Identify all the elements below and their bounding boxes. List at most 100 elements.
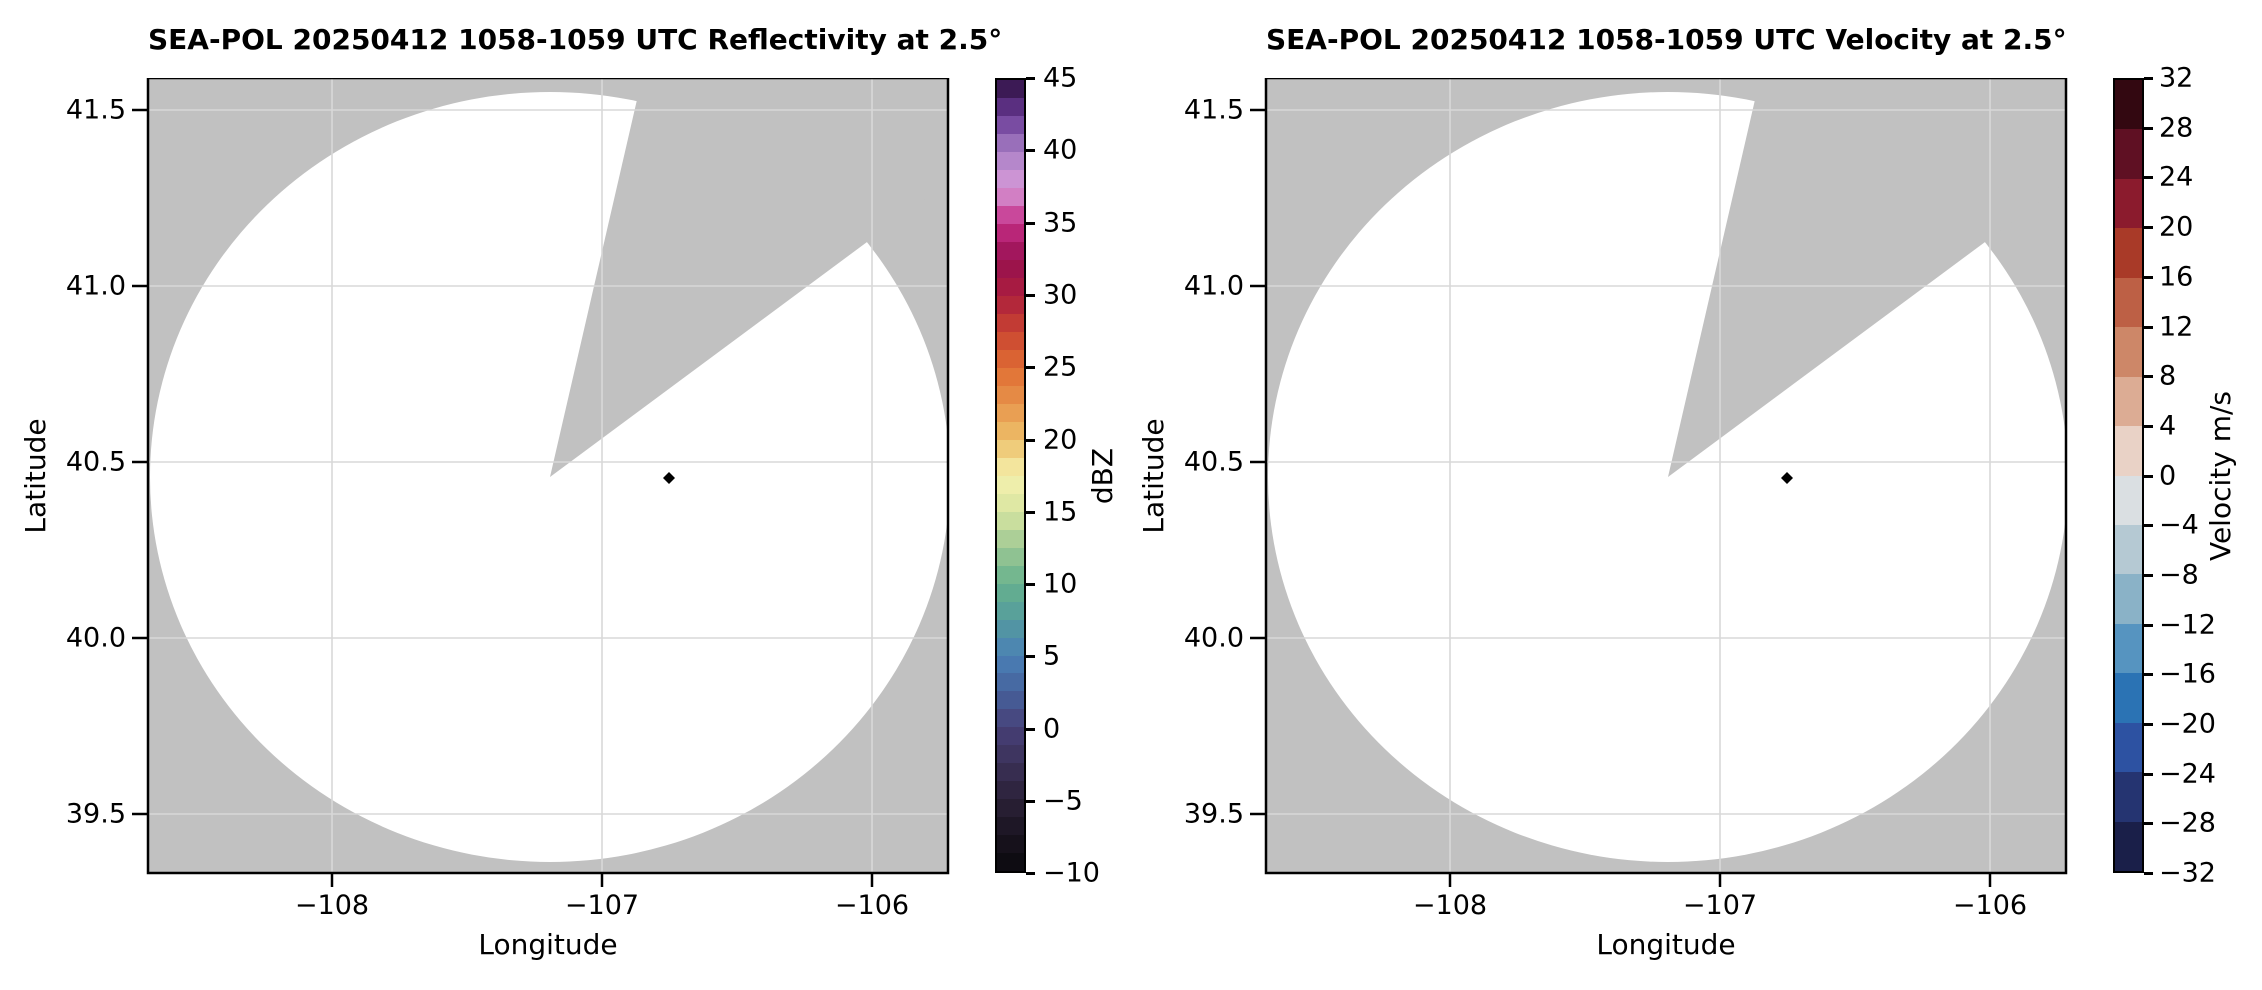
colorbar-tick-label: 40: [1043, 134, 1078, 166]
colorbar-band: [997, 601, 1024, 620]
colorbar-band: [997, 187, 1024, 206]
lat-tick-label: 40.5: [65, 446, 126, 478]
colorbar-band: [997, 259, 1024, 278]
colorbar-tick-label: −8: [2159, 559, 2199, 591]
colorbar-band: [997, 637, 1024, 656]
colorbar-band: [997, 781, 1024, 800]
gridlines: [1267, 79, 2065, 872]
colorbar-band: [997, 205, 1024, 224]
colorbar-band: [997, 511, 1024, 530]
colorbar-band: [2115, 821, 2142, 871]
page-title: SEA-POL 20250412 1058-1059 UTC Reflectiv…: [148, 23, 1003, 56]
colorbar-band: [997, 385, 1024, 404]
colorbar-tick-label: 8: [2159, 360, 2177, 392]
lat-tick-label: 40.0: [1183, 622, 1244, 654]
colorbar-tick-label: 15: [1043, 496, 1078, 528]
lon-tick-label: −106: [1952, 890, 2028, 921]
colorbar-tick-label: 32: [2159, 62, 2194, 94]
colorbar-band: [2115, 178, 2142, 229]
colorbar-band: [997, 97, 1024, 116]
colorbar-tick-label: 4: [2159, 410, 2177, 442]
colorbar-band: [997, 331, 1024, 350]
colorbar-tick-label: −24: [2159, 758, 2216, 790]
colorbar-band: [997, 835, 1024, 854]
colorbar-band: [997, 313, 1024, 332]
colorbar-band: [997, 817, 1024, 836]
colorbar-band: [997, 493, 1024, 512]
colorbar-band: [997, 619, 1024, 638]
colorbar-band: [997, 403, 1024, 422]
colorbar-band: [2115, 376, 2142, 427]
lat-tick-label: 40.5: [1183, 446, 1244, 478]
lat-tick-label: 41.5: [1183, 94, 1244, 126]
colorbar-band: [997, 583, 1024, 602]
colorbar-band: [997, 673, 1024, 692]
colorbar-band: [2115, 524, 2142, 575]
colorbar-band: [997, 169, 1024, 188]
colorbar-band: [997, 655, 1024, 674]
lat-tick-label: 41.0: [65, 270, 126, 302]
colorbar-band: [2115, 80, 2142, 130]
colorbar-band: [2115, 129, 2142, 179]
colorbar-tick-label: −20: [2159, 708, 2216, 740]
velocity-colorbar: [2113, 78, 2144, 873]
velocity-plot: [1250, 78, 2068, 887]
colorbar-tick-label: −4: [2159, 509, 2199, 541]
site-marker-diamond: [1781, 472, 1793, 484]
axis-tickmarks: [132, 108, 874, 887]
lat-tick-label: 40.0: [65, 622, 126, 654]
colorbar-tick-label: 45: [1043, 62, 1078, 94]
colorbar-band: [2115, 426, 2142, 476]
colorbar-tick-label: −28: [2159, 807, 2216, 839]
colorbar-tick-label: −10: [1043, 857, 1100, 889]
colorbar-band: [997, 745, 1024, 764]
colorbar-band: [2115, 772, 2142, 822]
colorbar-band: [997, 295, 1024, 314]
colorbar-band: [997, 475, 1024, 494]
velocity-colorbar-label: Velocity m/s: [2204, 390, 2237, 562]
xaxis-label: Longitude: [1596, 928, 1736, 961]
lat-tick-label: 41.0: [1183, 270, 1244, 302]
colorbar-tick-label: 16: [2159, 261, 2194, 293]
colorbar-tick-label: −5: [1043, 785, 1083, 817]
page-title: SEA-POL 20250412 1058-1059 UTC Velocity …: [1266, 23, 2067, 56]
lon-tick-label: −108: [1412, 890, 1488, 921]
yaxis-label: Latitude: [1137, 418, 1170, 534]
missing-sector-wedge: [550, 78, 948, 477]
colorbar-band: [997, 133, 1024, 152]
colorbar-band: [2115, 673, 2142, 723]
lon-tick-label: −107: [1682, 890, 1758, 921]
colorbar-band: [2115, 475, 2142, 525]
gridlines: [149, 79, 947, 872]
colorbar-tick-label: 30: [1043, 279, 1078, 311]
lon-tick-label: −108: [294, 890, 370, 921]
colorbar-tick-label: 20: [2159, 211, 2194, 243]
colorbar-band: [997, 439, 1024, 458]
lat-tick-label: 41.5: [65, 94, 126, 126]
colorbar-band: [997, 367, 1024, 386]
colorbar-band: [997, 709, 1024, 728]
reflectivity-plot: [132, 78, 950, 887]
site-marker-diamond: [663, 472, 675, 484]
reflectivity-colorbar: [995, 78, 1026, 873]
colorbar-band: [997, 529, 1024, 548]
colorbar-band: [997, 691, 1024, 710]
colorbar-band: [997, 457, 1024, 476]
colorbar-band: [997, 349, 1024, 368]
velocity-panel: SEA-POL 20250412 1058-1059 UTC Velocity …: [1118, 0, 2249, 990]
colorbar-band: [997, 853, 1024, 872]
plot-border: [1264, 78, 2068, 875]
lat-tick-label: 39.5: [1183, 798, 1244, 830]
lat-tick-label: 39.5: [65, 798, 126, 830]
colorbar-tick-label: 35: [1043, 207, 1078, 239]
reflectivity-panel: SEA-POL 20250412 1058-1059 UTC Reflectiv…: [19, 23, 1003, 960]
lon-tick-label: −106: [834, 890, 910, 921]
colorbar-tick-label: 0: [2159, 460, 2177, 492]
axis-tickmarks: [1250, 108, 1992, 887]
colorbar-band: [2115, 228, 2142, 278]
yaxis-label: Latitude: [19, 418, 52, 534]
colorbar-band: [997, 421, 1024, 440]
colorbar-band: [997, 277, 1024, 296]
colorbar-tick-label: 10: [1043, 568, 1078, 600]
